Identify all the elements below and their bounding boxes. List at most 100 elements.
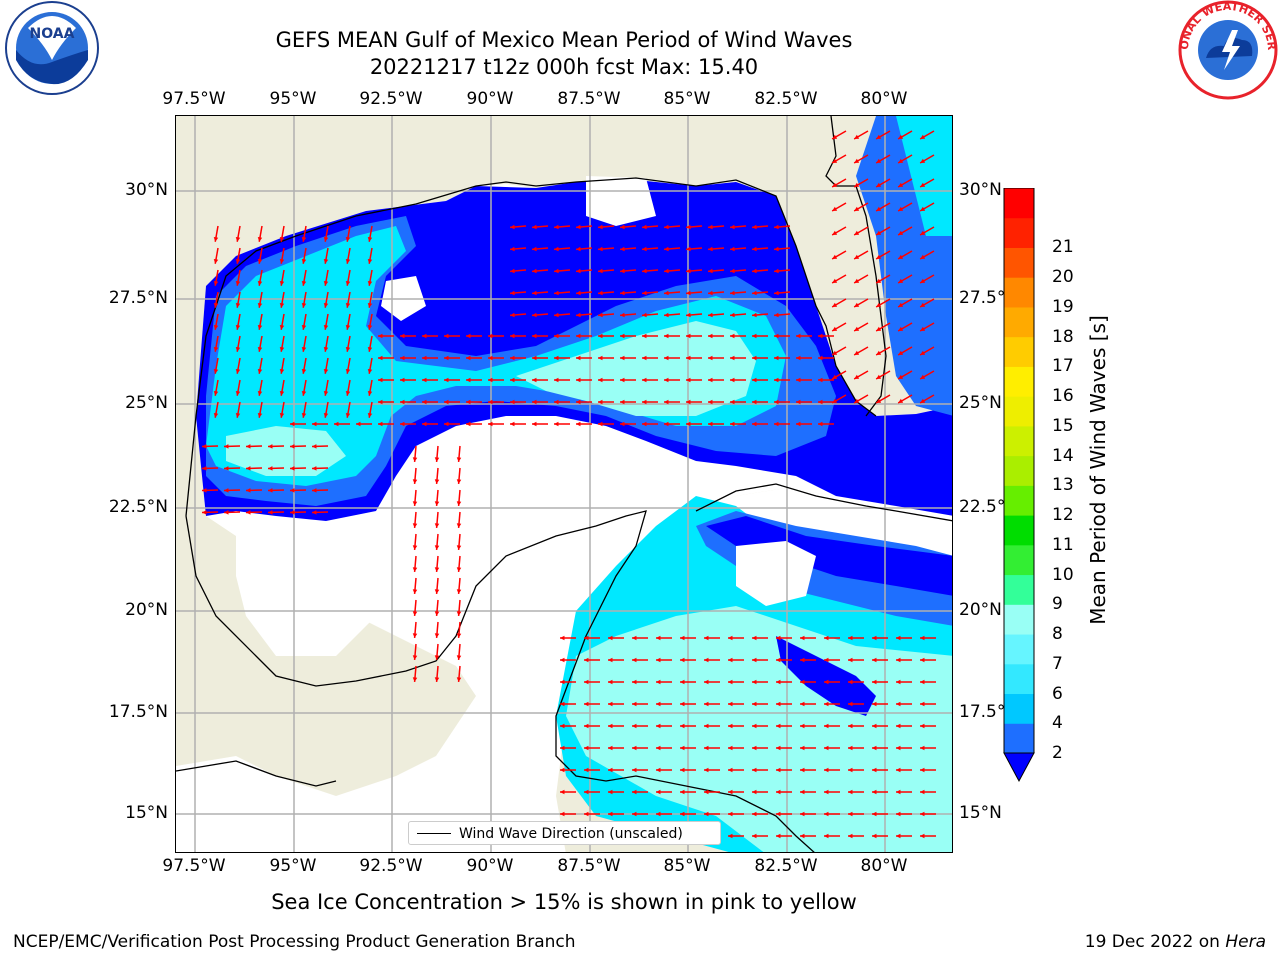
wave-arrow-head bbox=[776, 723, 781, 729]
colorbar-tick-label: 18 bbox=[1052, 326, 1074, 347]
wave-arrow-head bbox=[664, 355, 669, 361]
wave-arrow-head bbox=[872, 723, 877, 729]
wave-arrow-head bbox=[576, 377, 581, 383]
wave-arrow-head bbox=[301, 236, 307, 242]
wave-arrow-head bbox=[456, 655, 462, 660]
wave-arrow-head bbox=[730, 224, 735, 230]
wave-arrow-head bbox=[832, 158, 838, 163]
wave-arrow-head bbox=[680, 657, 685, 663]
wave-arrow-head bbox=[898, 278, 904, 283]
wave-arrow-head bbox=[848, 811, 853, 817]
lat-label: 17.5°N bbox=[959, 702, 1019, 722]
wave-arrow-head bbox=[202, 488, 207, 493]
wave-arrow-head bbox=[800, 657, 805, 663]
wave-arrow-head bbox=[818, 377, 823, 383]
wave-arrow-head bbox=[290, 421, 295, 427]
wave-arrow-head bbox=[510, 290, 515, 296]
wave-arrow-head bbox=[854, 158, 860, 163]
wave-arrow-head bbox=[620, 290, 625, 296]
wave-arrow-head bbox=[434, 523, 440, 528]
wave-arrow-head bbox=[898, 326, 904, 331]
colorbar-segment bbox=[1004, 336, 1034, 367]
wave-arrow-head bbox=[620, 246, 625, 252]
wave-arrow-head bbox=[776, 745, 781, 751]
wave-arrow-head bbox=[488, 355, 493, 361]
wave-arrow-head bbox=[876, 374, 882, 379]
wave-arrow-head bbox=[532, 246, 537, 252]
wave-arrow-head bbox=[920, 182, 926, 187]
wave-arrow-head bbox=[456, 567, 462, 572]
wave-arrow-head bbox=[301, 390, 307, 396]
wave-arrow-head bbox=[854, 254, 860, 259]
wave-arrow-head bbox=[898, 374, 904, 379]
wave-arrow-head bbox=[412, 457, 418, 462]
lat-label: 15°N bbox=[959, 803, 1002, 823]
wave-arrow-head bbox=[235, 324, 241, 330]
wave-arrow-head bbox=[301, 412, 307, 418]
wave-arrow-head bbox=[642, 312, 647, 318]
wave-arrow-head bbox=[896, 745, 901, 751]
wave-arrow-head bbox=[824, 701, 829, 707]
wave-arrow-head bbox=[400, 399, 405, 405]
lon-label: 90°W bbox=[466, 856, 514, 876]
wave-arrow-head bbox=[532, 312, 537, 318]
wave-arrow-head bbox=[656, 745, 661, 751]
wave-arrow-head bbox=[708, 377, 713, 383]
wave-arrow-head bbox=[896, 657, 901, 663]
wave-arrow-head bbox=[532, 421, 537, 427]
wave-arrow-head bbox=[213, 368, 219, 374]
wave-arrow-head bbox=[896, 811, 901, 817]
wave-arrow-head bbox=[642, 377, 647, 383]
lon-label: 87.5°W bbox=[557, 89, 621, 109]
wave-arrow-head bbox=[872, 701, 877, 707]
wave-arrow-head bbox=[213, 302, 219, 308]
wave-arrow-head bbox=[554, 290, 559, 296]
wave-arrow-head bbox=[824, 679, 829, 685]
wave-arrow-head bbox=[728, 701, 733, 707]
wave-arrow-head bbox=[752, 312, 757, 318]
wave-arrow-head bbox=[560, 767, 565, 773]
wave-arrow-head bbox=[213, 324, 219, 330]
colorbar-tick-label: 21 bbox=[1052, 237, 1074, 258]
wave-arrow-head bbox=[412, 611, 418, 616]
wave-arrow-head bbox=[686, 421, 691, 427]
wave-arrow-head bbox=[920, 635, 925, 641]
wave-arrow-head bbox=[213, 346, 219, 352]
wave-arrow-head bbox=[378, 421, 383, 427]
wave-arrow-head bbox=[279, 236, 285, 242]
wave-arrow-head bbox=[488, 333, 493, 339]
wave-arrow-head bbox=[532, 377, 537, 383]
colorbar-segment bbox=[1004, 277, 1034, 308]
wave-arrow-head bbox=[774, 399, 779, 405]
wave-arrow-head bbox=[367, 302, 373, 308]
wave-period-contours bbox=[196, 116, 952, 852]
wave-arrow-head bbox=[584, 701, 589, 707]
wave-arrow-head bbox=[848, 723, 853, 729]
wave-arrow-head bbox=[896, 789, 901, 795]
wave-arrow-head bbox=[730, 355, 735, 361]
wave-arrow-head bbox=[920, 230, 926, 235]
wave-arrow-head bbox=[642, 224, 647, 230]
wave-arrow-head bbox=[584, 679, 589, 685]
wave-arrow-head bbox=[510, 312, 515, 318]
wave-arrow-head bbox=[412, 567, 418, 572]
wave-arrow-head bbox=[896, 635, 901, 641]
wave-arrow-head bbox=[434, 545, 440, 550]
wave-arrow-head bbox=[776, 833, 781, 839]
wave-arrow-head bbox=[848, 701, 853, 707]
wave-arrow-head bbox=[554, 377, 559, 383]
colorbar-segment bbox=[1004, 217, 1034, 248]
wave-arrow-head bbox=[598, 355, 603, 361]
wave-arrow-head bbox=[704, 745, 709, 751]
wave-arrow-head bbox=[656, 789, 661, 795]
wave-arrow-head bbox=[466, 333, 471, 339]
wave-arrow-head bbox=[872, 745, 877, 751]
wave-arrow-head bbox=[796, 421, 801, 427]
wave-arrow-head bbox=[896, 833, 901, 839]
lon-label: 87.5°W bbox=[557, 856, 621, 876]
wave-arrow-head bbox=[246, 488, 251, 493]
wave-arrow-head bbox=[235, 346, 241, 352]
colorbar-segment bbox=[1004, 188, 1034, 219]
wave-arrow-head bbox=[312, 488, 317, 493]
colorbar-tick-label: 10 bbox=[1052, 564, 1074, 585]
